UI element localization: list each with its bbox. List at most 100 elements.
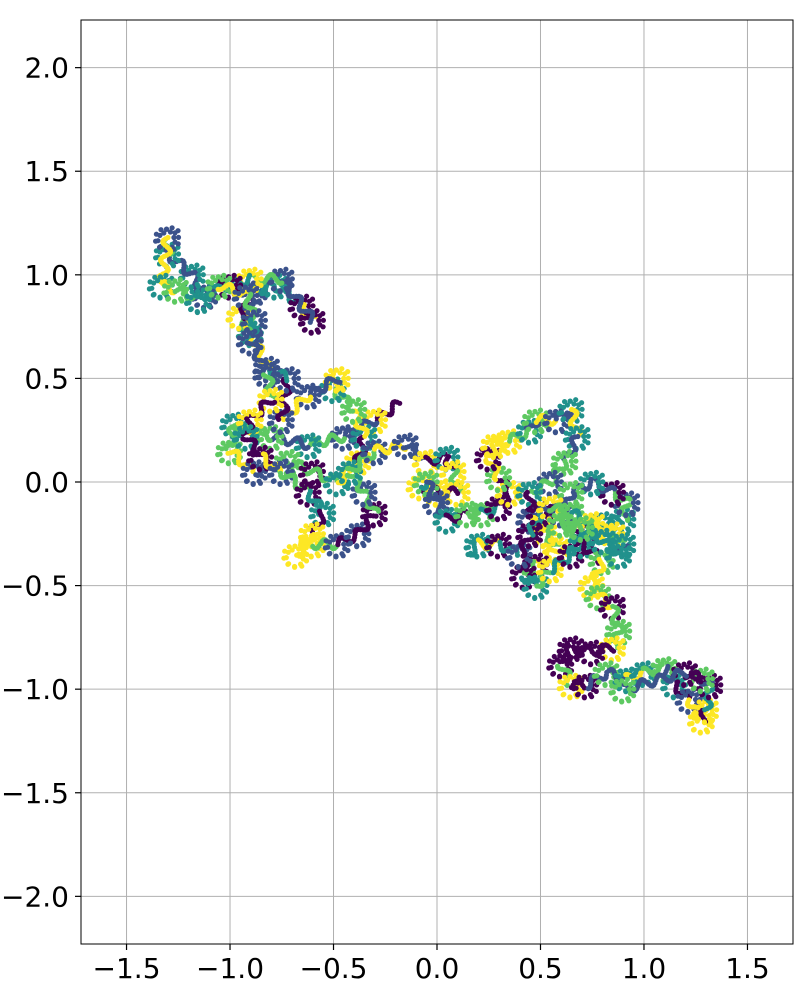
trail-point — [345, 424, 351, 430]
trail-point — [291, 301, 298, 307]
trail-point — [345, 369, 351, 375]
trail-point — [254, 292, 260, 298]
trail-point — [331, 510, 337, 516]
trail-point — [626, 698, 632, 704]
trail-point — [599, 485, 606, 491]
trail-point — [225, 461, 231, 467]
trail-point — [600, 606, 606, 613]
trail-point — [577, 554, 583, 560]
trail-point — [316, 448, 322, 454]
trail-point — [608, 595, 615, 601]
trail-point — [494, 554, 501, 560]
trail-point — [623, 512, 629, 519]
trail-point — [526, 592, 532, 598]
trail-point — [229, 311, 235, 317]
trail-point — [558, 572, 564, 579]
trail-point — [238, 420, 244, 426]
trail-point — [370, 461, 376, 467]
trail-point — [515, 564, 521, 570]
trail-point — [449, 460, 455, 466]
trail-point — [163, 272, 169, 278]
trail-point — [437, 525, 443, 532]
trail-point — [194, 262, 200, 268]
trail-point — [348, 540, 354, 546]
trail-point — [546, 495, 553, 502]
trail-point — [505, 502, 511, 508]
trail-point — [333, 443, 339, 449]
trail-point — [506, 510, 512, 516]
trail-point — [559, 555, 565, 561]
trail-point — [177, 277, 183, 283]
trail-point — [314, 459, 320, 465]
trail-point — [579, 413, 585, 419]
trail-point — [311, 404, 317, 410]
trail-point — [354, 544, 360, 550]
trail-point — [314, 531, 320, 538]
trail-point — [357, 406, 363, 413]
trail-point — [258, 317, 264, 323]
trail-point — [600, 649, 606, 655]
trail-point — [588, 471, 594, 477]
trail-point — [355, 397, 361, 403]
trail-point — [614, 521, 620, 527]
trail-point — [574, 656, 580, 663]
trail-point — [614, 480, 620, 486]
trail-point — [579, 496, 585, 502]
trail-point — [610, 537, 616, 543]
trail-point — [263, 363, 269, 369]
trail-point — [370, 523, 376, 529]
trail-point — [246, 428, 252, 434]
trail-point — [579, 482, 585, 489]
trail-point — [444, 493, 450, 499]
trail-point — [478, 523, 484, 529]
trail-point — [324, 500, 330, 506]
trail-point — [283, 459, 289, 465]
trail-point — [635, 506, 641, 512]
trail-point — [538, 531, 544, 537]
trail-point — [465, 496, 471, 502]
trail-point — [517, 444, 523, 450]
trail-point — [303, 558, 310, 564]
trail-point — [434, 457, 440, 463]
trail-point — [269, 420, 275, 426]
trail-point — [361, 413, 368, 419]
trail-point — [490, 454, 496, 461]
trail-point — [553, 578, 560, 584]
trail-point — [234, 436, 240, 443]
trail-point — [277, 460, 283, 466]
trail-point — [149, 285, 155, 291]
trail-point — [567, 564, 573, 570]
trail-point — [494, 488, 501, 494]
trail-point — [250, 309, 257, 315]
trail-point — [268, 361, 274, 368]
trail-point — [571, 550, 577, 557]
trail-point — [533, 439, 539, 445]
trail-point — [573, 465, 579, 471]
trail-point — [616, 645, 622, 651]
trail-point — [304, 384, 310, 390]
trail-point — [574, 645, 581, 651]
trail-point — [275, 371, 281, 377]
trail-point — [569, 544, 575, 550]
trail-point — [252, 407, 258, 413]
trail-point — [325, 544, 331, 550]
trail-point — [291, 375, 297, 381]
trail-point — [345, 547, 351, 554]
trail-point — [620, 610, 626, 616]
trail-point — [292, 564, 298, 570]
trail-point — [499, 447, 505, 453]
trail-point — [248, 283, 254, 289]
trail-point — [615, 620, 621, 626]
trail-point — [538, 507, 544, 513]
trail-point — [302, 466, 308, 473]
trail-point — [308, 460, 314, 466]
trail-point — [209, 280, 215, 286]
trail-point — [567, 674, 573, 680]
trail-point — [619, 533, 625, 539]
trail-point — [283, 388, 289, 394]
trail-point — [579, 489, 585, 495]
trail-point — [567, 398, 573, 404]
trail-point — [566, 448, 573, 455]
trail-point — [306, 464, 312, 470]
trail-point — [230, 413, 236, 419]
